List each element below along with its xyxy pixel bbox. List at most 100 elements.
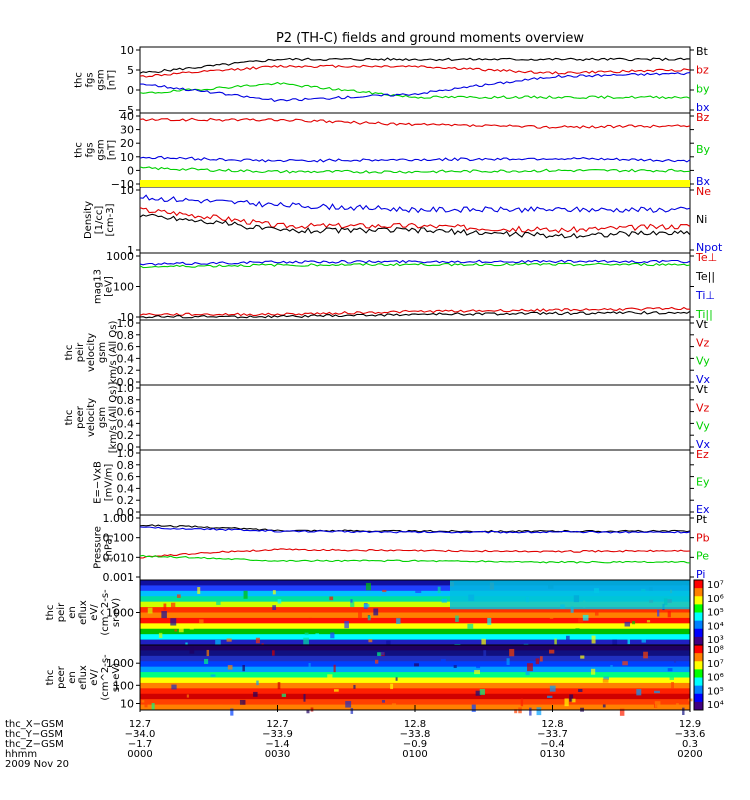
y-axis-label-line: eflux bbox=[78, 600, 89, 625]
spectrogram-speck bbox=[535, 658, 540, 665]
y-tick-label: 1.0 bbox=[117, 317, 135, 330]
spectrogram-speck bbox=[350, 708, 354, 714]
colorbar-frame bbox=[693, 644, 704, 711]
spectrogram-speck bbox=[243, 590, 248, 599]
x-axis: 12.7−34.0−1.7000012.7−33.9−1.4003012.8−3… bbox=[5, 705, 705, 770]
y-tick-label: −5 bbox=[118, 104, 134, 117]
colorbar-segment bbox=[694, 628, 703, 638]
y-axis-label-line: sr-eV) bbox=[111, 598, 122, 627]
spectrogram-speck bbox=[415, 588, 422, 594]
spectrogram-band bbox=[140, 623, 690, 630]
colorbar-segment bbox=[694, 580, 703, 589]
spectrogram-speck bbox=[330, 632, 335, 639]
spectrogram-speck bbox=[474, 670, 481, 675]
spectrogram-speck bbox=[306, 709, 310, 714]
legend-label: Ey bbox=[696, 476, 710, 489]
legend-label: Ex bbox=[696, 503, 710, 516]
spectrogram-speck bbox=[327, 674, 333, 682]
spectrogram-speck bbox=[682, 707, 685, 715]
y-tick-label: 10 bbox=[120, 44, 134, 57]
spectrogram-speck bbox=[632, 621, 636, 625]
spectrogram-speck bbox=[358, 611, 362, 619]
spectrogram-speck bbox=[483, 650, 487, 658]
spectrogram-speck bbox=[569, 694, 574, 702]
y-axis-label-line: eflux bbox=[78, 665, 89, 690]
legend-label: Te⊥ bbox=[695, 251, 717, 264]
spectrogram-speck bbox=[216, 597, 221, 605]
spectrogram-speck bbox=[610, 665, 613, 668]
series-line-Ne bbox=[139, 207, 691, 234]
spectrogram-speck bbox=[414, 663, 419, 667]
y-axis-label-line: eV/ bbox=[89, 669, 100, 686]
legend-label: Npot bbox=[696, 241, 723, 254]
spectrogram-speck bbox=[554, 638, 557, 645]
y-tick-label: 0.2 bbox=[117, 429, 135, 442]
panel-frame bbox=[139, 112, 691, 188]
spectrogram-speck bbox=[186, 694, 189, 698]
spectrogram-speck bbox=[353, 684, 356, 689]
spectrogram-speck bbox=[147, 607, 153, 614]
y-axis-label-line: [nT] bbox=[107, 140, 118, 160]
panel-frame bbox=[139, 384, 691, 451]
colorbar-segment bbox=[694, 604, 703, 613]
panel-pressure: 1.000 0.100 0.010 0.001 Pressure [nPa] Pt Pb Pe P… bbox=[93, 512, 710, 584]
spectrogram-region bbox=[450, 580, 690, 610]
y-axis-label-line: sr-eV) bbox=[111, 663, 122, 692]
spectrogram-speck bbox=[329, 596, 334, 601]
colorbar-segment bbox=[694, 685, 703, 695]
spectrogram-speck bbox=[242, 664, 245, 672]
spectrogram-speck bbox=[624, 677, 630, 683]
spectrogram-speck bbox=[575, 628, 580, 634]
spectrogram-speck bbox=[253, 691, 258, 697]
spectrogram-speck bbox=[141, 700, 145, 703]
y-tick-label: 1000 bbox=[106, 607, 134, 620]
spectrogram-speck bbox=[391, 703, 397, 707]
series-line-Pb bbox=[139, 548, 691, 559]
spectrogram-speck bbox=[624, 621, 631, 627]
spectrogram-speck bbox=[350, 599, 353, 603]
y-tick-label: 0.6 bbox=[117, 406, 135, 419]
y-axis-label-line: km/s (All Qs) bbox=[108, 321, 119, 385]
series-line-Pi bbox=[139, 526, 691, 534]
spectrogram-band bbox=[140, 580, 690, 586]
spectrogram-speck bbox=[272, 605, 277, 611]
y-axis-label-line: thc bbox=[45, 670, 56, 686]
spectrogram-speck bbox=[308, 663, 311, 668]
colorbar-tick-label: 10⁴ bbox=[707, 700, 724, 711]
spectrogram-speck bbox=[667, 668, 673, 672]
y-axis-label-line: Density bbox=[83, 201, 94, 239]
series-line-Ti⊥ bbox=[139, 259, 691, 266]
y-tick-label: 0.0 bbox=[117, 506, 135, 519]
y-tick-label: 0.2 bbox=[117, 494, 135, 507]
spectrogram-speck bbox=[380, 651, 385, 656]
spectrogram-speck bbox=[582, 614, 589, 621]
spectrogram-band bbox=[140, 596, 690, 603]
spectrogram-band bbox=[140, 607, 690, 613]
spectrogram-speck bbox=[570, 606, 574, 613]
y-tick-label: 0.8 bbox=[117, 394, 135, 407]
spectrogram-speck bbox=[453, 665, 457, 669]
spectrogram-speck bbox=[612, 639, 618, 646]
y-axis-label-line: velocity bbox=[86, 333, 97, 372]
spectrogram-speck bbox=[514, 709, 518, 714]
spectrogram-speck bbox=[671, 681, 674, 689]
legend-label: Vt bbox=[696, 383, 709, 396]
legend-label: Bx bbox=[696, 175, 711, 188]
y-tick-label: 0.001 bbox=[103, 571, 135, 584]
legend-label: Vt bbox=[696, 318, 709, 331]
x-tick-label: 0030 bbox=[265, 749, 290, 760]
spectrogram-band bbox=[140, 650, 690, 657]
spectrogram-band bbox=[140, 672, 690, 678]
x-tick-label: −0.4 bbox=[540, 739, 564, 750]
spectrogram-speck bbox=[646, 620, 651, 623]
y-tick-label: 40 bbox=[120, 110, 134, 123]
series-line-Bx bbox=[139, 155, 691, 163]
legend-label: Ez bbox=[696, 448, 709, 461]
spectrogram-speck bbox=[378, 591, 382, 597]
y-tick-label: 20 bbox=[120, 137, 134, 150]
y-tick-label: 0.010 bbox=[103, 551, 135, 564]
spectrogram-speck bbox=[506, 658, 510, 666]
y-axis-label-line: peer bbox=[56, 665, 67, 689]
spectrogram-speck bbox=[643, 651, 648, 659]
series-line-Bz bbox=[139, 117, 691, 129]
